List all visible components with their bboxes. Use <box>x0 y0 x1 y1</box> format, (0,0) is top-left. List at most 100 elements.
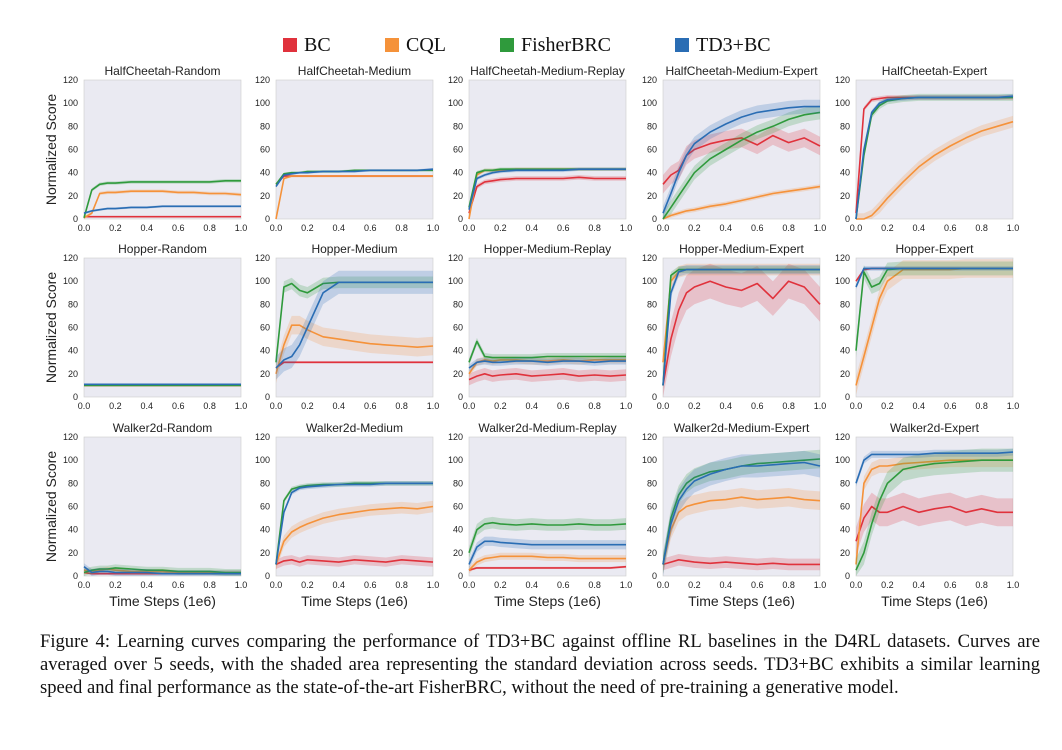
y-tick-label: 60 <box>840 323 850 333</box>
y-tick-label: 80 <box>260 299 270 309</box>
x-tick-label: 0.8 <box>782 401 795 411</box>
y-tick-label: 100 <box>255 98 270 108</box>
y-tick-label: 0 <box>845 214 850 224</box>
x-tick-label: 0.8 <box>588 223 601 233</box>
series-line-fisherbrc <box>468 521 627 554</box>
y-tick-label: 60 <box>647 502 657 512</box>
y-tick-label: 120 <box>448 432 463 442</box>
x-tick-label: 0.8 <box>395 223 408 233</box>
y-tick-label: 40 <box>260 168 270 178</box>
y-tick-label: 0 <box>458 214 463 224</box>
y-tick-label: 120 <box>642 432 657 442</box>
x-tick-label: 1.0 <box>235 401 248 411</box>
x-tick-label: 0.2 <box>109 401 122 411</box>
x-tick-label: 0.8 <box>588 580 601 590</box>
x-axis-label: Time Steps (1e6) <box>494 593 601 609</box>
std-band-bc <box>663 554 820 571</box>
series-line-td3-bc <box>855 95 1014 220</box>
y-axis-label: Normalized Score <box>43 272 59 383</box>
x-tick-label: 1.0 <box>427 223 440 233</box>
y-tick-label: 20 <box>453 548 463 558</box>
series-line-fisherbrc <box>83 180 241 219</box>
std-band-fisherbrc <box>469 167 626 210</box>
y-tick-label: 120 <box>63 432 78 442</box>
y-tick-label: 20 <box>260 548 270 558</box>
plot-area <box>275 436 434 577</box>
series-line-cql <box>856 120 1014 220</box>
x-tick-label: 0.4 <box>333 580 346 590</box>
plot-area <box>468 257 627 398</box>
x-tick-label: 0.4 <box>526 223 539 233</box>
series-line-td3-bc <box>662 268 820 386</box>
x-tick-label: 0.0 <box>657 580 670 590</box>
panel: Walker2d-Medium-Expert 0 20 40 60 80 100 120 0.0… <box>642 421 826 609</box>
panel: Hopper-Medium 0 20 40 60 80 100 120 0.0 0.2 0.4 0.6… <box>255 242 439 411</box>
y-tick-label: 60 <box>647 145 657 155</box>
y-tick-label: 0 <box>73 214 78 224</box>
legend-label: CQL <box>406 34 446 56</box>
y-tick-label: 100 <box>642 276 657 286</box>
std-band-fisherbrc <box>856 261 1013 358</box>
series-line-bc <box>275 559 434 566</box>
x-tick-label: 1.0 <box>1007 223 1020 233</box>
series-line-td3-bc <box>468 168 626 210</box>
y-tick-label: 100 <box>642 98 657 108</box>
x-tick-label: 0.4 <box>141 223 154 233</box>
y-tick-label: 80 <box>260 478 270 488</box>
x-tick-label: 0.2 <box>688 580 701 590</box>
std-band-td3-bc <box>276 168 433 188</box>
std-band-bc <box>469 368 626 386</box>
x-tick-label: 0.2 <box>688 401 701 411</box>
series-line-cql <box>662 496 821 565</box>
panel: HalfCheetah-Random 0 20 40 60 80 100 120 0.0 0.2 0… <box>43 64 247 233</box>
series-line-td3-bc <box>855 451 1014 484</box>
series-line-cql <box>275 505 434 565</box>
y-tick-label: 80 <box>68 478 78 488</box>
x-tick-label: 1.0 <box>620 401 633 411</box>
y-tick-label: 100 <box>448 276 463 286</box>
legend-label: TD3+BC <box>696 34 771 56</box>
x-tick-label: 0.2 <box>881 401 894 411</box>
panel-title: Hopper-Medium-Expert <box>679 242 804 256</box>
x-tick-label: 0.6 <box>364 580 377 590</box>
y-tick-label: 40 <box>647 168 657 178</box>
y-tick-label: 0 <box>845 392 850 402</box>
x-tick-label: 0.8 <box>975 401 988 411</box>
std-band-cql <box>663 263 820 368</box>
y-tick-label: 20 <box>647 548 657 558</box>
figure-caption: Figure 4: Learning curves comparing the … <box>40 631 1040 698</box>
y-tick-label: 40 <box>840 525 850 535</box>
y-tick-label: 20 <box>68 191 78 201</box>
x-tick-label: 0.6 <box>172 580 185 590</box>
y-tick-label: 80 <box>453 478 463 488</box>
y-tick-label: 80 <box>453 121 463 131</box>
x-axis-label: Time Steps (1e6) <box>881 593 988 609</box>
y-tick-label: 100 <box>63 455 78 465</box>
y-tick-label: 120 <box>448 253 463 263</box>
plot-area <box>83 257 242 398</box>
plot-area <box>662 79 821 220</box>
panel: Hopper-Random 0 20 40 60 80 100 120 0.0 0.2 0.4 0.6… <box>43 242 247 411</box>
series-line-cql <box>468 555 626 571</box>
x-tick-label: 0.6 <box>944 580 957 590</box>
series-line-td3-bc <box>275 281 433 369</box>
x-tick-label: 0.8 <box>782 580 795 590</box>
y-tick-label: 40 <box>260 346 270 356</box>
y-tick-label: 0 <box>652 571 657 581</box>
series-line-td3-bc <box>275 482 433 565</box>
series-line-td3-bc <box>662 461 821 565</box>
plot-area <box>855 257 1014 398</box>
series-line-td3-bc <box>83 205 241 214</box>
x-tick-label: 0.2 <box>109 580 122 590</box>
y-tick-label: 60 <box>840 145 850 155</box>
x-tick-label: 0.0 <box>657 401 670 411</box>
x-tick-label: 0.8 <box>975 580 988 590</box>
x-tick-label: 0.8 <box>975 223 988 233</box>
y-tick-label: 60 <box>260 323 270 333</box>
x-tick-label: 1.0 <box>1007 401 1020 411</box>
std-band-cql <box>856 115 1013 219</box>
y-tick-label: 80 <box>68 299 78 309</box>
y-tick-label: 120 <box>835 253 850 263</box>
x-tick-label: 0.4 <box>141 580 154 590</box>
x-tick-label: 0.2 <box>301 580 314 590</box>
